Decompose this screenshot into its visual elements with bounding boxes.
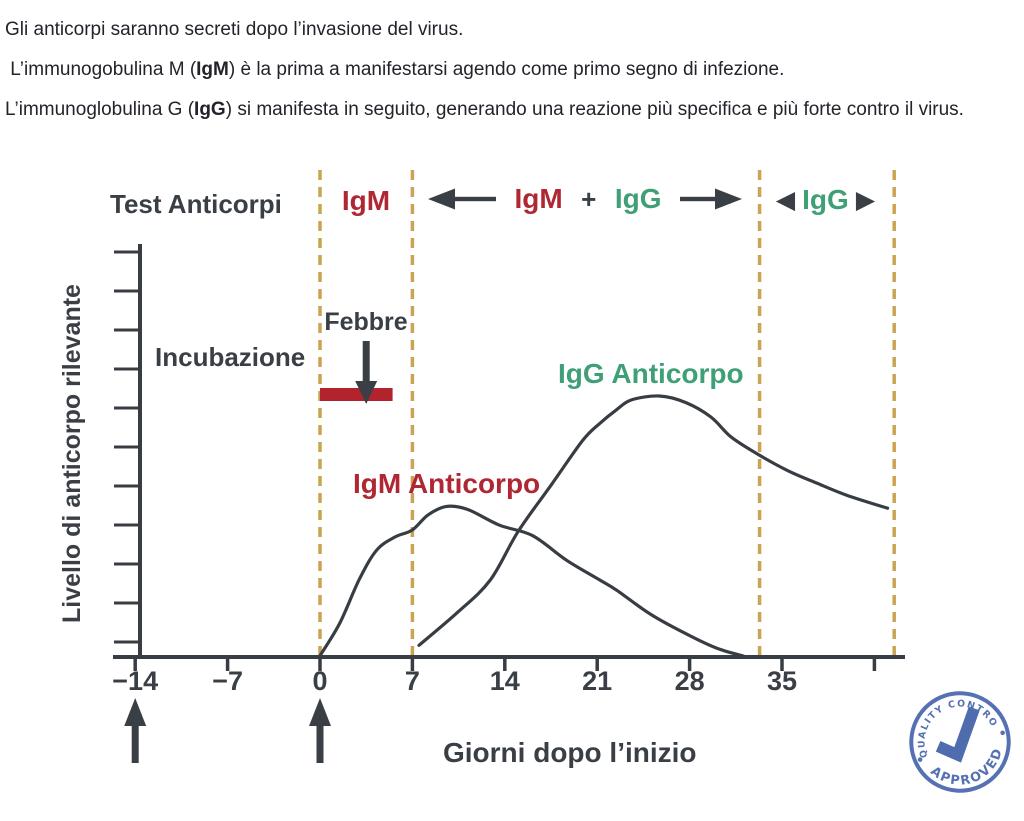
chart-title: Test Anticorpi [110, 189, 282, 219]
igg-curve-label: IgG Anticorpo [558, 358, 744, 389]
fever-label: Febbre [324, 308, 408, 336]
igm-anticorpo-curve [318, 504, 746, 658]
intro-line-3-bold: IgG [194, 99, 226, 120]
zone-igm-label: IgM [341, 185, 391, 216]
approved-stamp: QUALITY CONTROL APPROVED [905, 687, 1014, 799]
x-tick-label: 35 [766, 666, 798, 696]
intro-line-1: Gli anticorpi saranno secreti dopo l’inv… [5, 18, 1019, 41]
arrow-left-icon [428, 188, 496, 210]
x-tick-label: 14 [489, 666, 520, 696]
stamp-ring [909, 691, 1011, 793]
incubation-label: Incubazione [155, 342, 306, 372]
x-tick-label: −7 [212, 666, 243, 696]
fever-down-arrow-icon [355, 341, 378, 404]
x-tick-label: 21 [582, 666, 613, 696]
left-triangle-icon: ◀ [775, 185, 796, 214]
igm-curve-label: IgM Anticorpo [353, 468, 541, 499]
right-triangle-icon: ▶ [855, 185, 876, 214]
x-tick-label: 0 [312, 666, 328, 696]
igg-anticorpo-curve [417, 394, 890, 647]
fever-period-bar [320, 388, 393, 401]
intro-line-2-text: L’immunogobulina M ( [5, 59, 197, 80]
zone3-igg-label: IgG [802, 184, 849, 215]
intro-line-2: L’immunogobulina M (IgM) è la prima a ma… [5, 59, 785, 80]
zone-igg: ◀ IgG ▶ [756, 184, 895, 216]
intro-line-3-text: L’immunoglobulina G ( [5, 99, 195, 120]
checkmark-icon [935, 706, 980, 763]
zone2-igm-label: IgM [514, 183, 563, 214]
stamp-dot-right [1000, 730, 1005, 736]
arrow-right-icon [679, 188, 742, 210]
x-tick-label: −14 [112, 666, 159, 696]
event-up-arrow-icon [124, 698, 147, 763]
event-up-arrow-icon [309, 698, 331, 763]
zone2-igg-label: IgG [614, 183, 662, 214]
zone2-plus: + [581, 183, 597, 214]
zone-igm-igg: IgM + IgG [428, 183, 742, 215]
intro-line-1-text: Gli anticorpi saranno secreti dopo l’inv… [5, 19, 464, 40]
x-tick-label: 28 [674, 666, 705, 696]
intro-text: Gli anticorpi saranno secreti dopo l’inv… [5, 18, 1019, 138]
intro-line-2-bold: IgM [196, 59, 229, 80]
y-axis-label: Livello di anticorpo rilevante [58, 284, 86, 624]
x-axis-label: Giorni dopo l’inizio [443, 737, 697, 768]
stamp-dot-left [917, 757, 923, 762]
x-tick-label: 7 [404, 666, 420, 696]
intro-line-3: L’immunoglobulina G (IgG) si manifesta i… [5, 99, 964, 120]
